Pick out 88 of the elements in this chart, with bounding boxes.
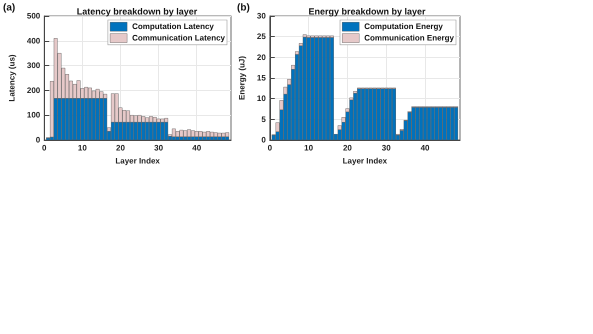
bar [206,131,210,137]
bar [384,88,388,140]
y-tick-label: 0 [261,136,266,144]
bar [310,37,314,140]
bar [314,37,318,140]
text: (b) [237,2,250,14]
bar [156,122,160,140]
y-axis-title: Energy (uJ) [238,56,246,100]
bar [415,107,420,140]
x-tick-label: 10 [78,144,88,152]
y-tick-label: 30 [256,12,266,20]
legend-label: Computation Latency [132,22,214,32]
bar [190,130,195,137]
bar [438,107,443,140]
bar [202,132,206,137]
bar [176,131,180,137]
bar [218,136,222,140]
y-tick-label: 10 [256,94,266,104]
bar [430,107,435,140]
bar [187,129,191,137]
bar [434,107,439,140]
bar [388,88,392,140]
bar [423,107,428,140]
chart-title: Latency breakdown by layer [76,6,198,16]
x-axis-title: Layer Index [115,156,160,166]
bar [364,88,369,140]
y-tick-label: 200 [26,86,41,95]
legend-label: Communication Latency [132,34,226,43]
bar [183,130,188,137]
bar [306,37,311,140]
x-tick-label: 10 [304,144,314,152]
bar [372,88,377,140]
x-tick-label: 40 [420,144,430,152]
bar [302,36,307,140]
text: (a) [3,2,16,14]
x-tick-label: 20 [116,144,126,152]
bar [446,107,450,140]
bar [454,107,458,140]
bar [427,107,431,140]
y-tick-label: 0 [36,136,41,144]
bar [322,37,326,140]
bar [103,98,108,140]
x-axis-title: Layer Index [342,156,388,166]
bar [368,88,373,140]
legend-label: Computation Energy [364,22,444,32]
bar [172,128,176,137]
bar [160,122,164,140]
y-tick-label: 15 [256,74,266,82]
y-tick-label: 25 [256,32,266,42]
bar [376,88,380,140]
x-tick-label: 0 [268,144,273,152]
bar [210,132,214,137]
x-tick-label: 30 [154,144,164,152]
bar [450,107,454,140]
bar [225,132,230,137]
bar [221,132,226,137]
chart-title: Energy breakdown by layer [308,6,426,16]
bar [411,107,416,140]
bar [164,122,168,140]
bar [357,88,362,140]
x-tick-label: 20 [342,144,352,152]
legend-label: Communication Energy [364,34,455,43]
y-tick-label: 100 [26,110,41,120]
y-tick-label: 5 [261,114,266,124]
y-tick-label: 400 [26,36,41,46]
bar [326,37,330,140]
bar [392,88,396,140]
y-tick-label: 20 [256,52,266,62]
bar [318,37,322,140]
bar [442,107,446,140]
bar [218,132,222,137]
bar [214,132,218,137]
bar [180,130,184,137]
x-tick-label: 30 [382,144,392,152]
bar [419,107,424,140]
x-tick-label: 40 [192,144,202,152]
bar [330,37,334,140]
y-axis-title: Latency (us) [8,54,16,102]
bar [353,93,358,140]
bar [380,88,384,140]
y-tick-label: 300 [26,61,41,70]
x-tick-label: 0 [42,144,48,152]
bar [194,131,199,137]
bar [198,131,202,137]
bar [145,122,150,140]
bar [272,134,276,140]
y-tick-label: 500 [26,12,41,20]
bar [361,88,365,140]
